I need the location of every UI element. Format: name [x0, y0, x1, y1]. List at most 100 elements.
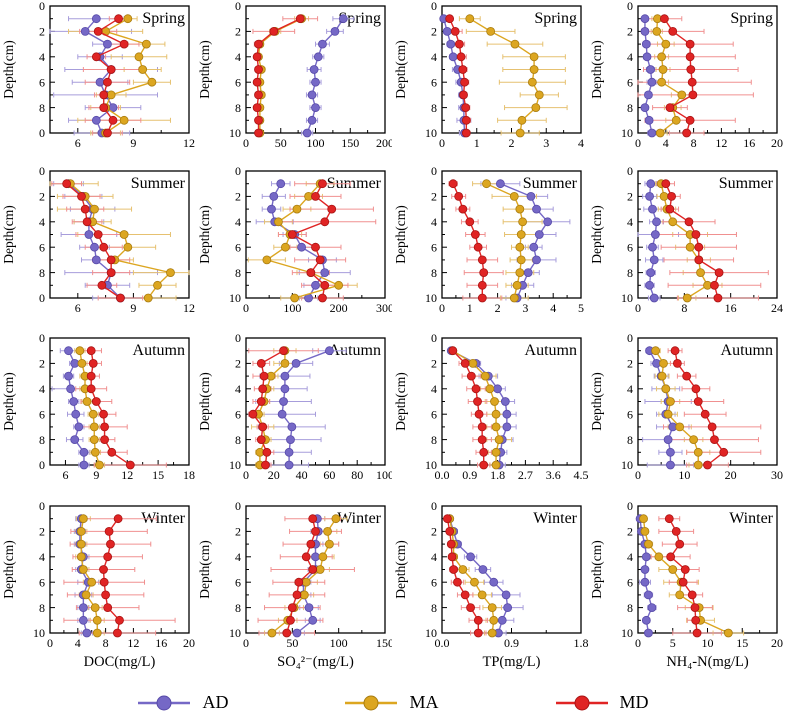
y-tick-label: 10	[229, 126, 241, 140]
x-tick-label: 18	[183, 468, 195, 482]
y-axis-label: Depth(cm)	[589, 540, 604, 598]
x-tick-label: 80	[351, 468, 363, 482]
panel-spring-doc: 0 2 4 6 8 0 6 9 12 Depth(cm) Spring	[1, 0, 195, 150]
y-tick-label: 0	[39, 500, 45, 513]
y-tick-label: 6	[39, 407, 45, 421]
y-tick-label: 4	[39, 550, 45, 564]
x-tick-label: 2.7	[518, 468, 533, 482]
y-tick-label: 0	[627, 165, 633, 178]
y-tick-label: 10	[621, 126, 633, 140]
y-tick-label: 10	[621, 458, 633, 472]
x-tick-label: 20	[771, 636, 783, 650]
x-tick-label: 4	[663, 136, 669, 150]
x-tick-label: 150	[341, 136, 359, 150]
x-tick-label: 6	[75, 301, 81, 315]
y-tick-label: 8	[627, 601, 633, 615]
x-tick-label: 12	[183, 301, 195, 315]
y-tick-label: 4	[627, 50, 633, 64]
y-tick-label: 0	[39, 0, 45, 13]
x-tick-label: 20	[725, 468, 737, 482]
x-tick-label: 0	[635, 636, 641, 650]
panel-title: Winter	[337, 510, 381, 527]
x-tick-label: 40	[296, 468, 308, 482]
x-tick-label: 1	[474, 136, 480, 150]
y-tick-label: 0	[431, 332, 437, 345]
panel-title: Winter	[729, 510, 773, 527]
y-tick-label: 8	[39, 433, 45, 447]
y-axis-label: Depth(cm)	[393, 40, 408, 98]
panel-title: Spring	[534, 10, 577, 27]
y-tick-label: 8	[431, 266, 437, 280]
y-tick-label: 8	[235, 101, 241, 115]
y-tick-label: 4	[235, 50, 241, 64]
x-tick-label: 24	[771, 301, 783, 315]
x-tick-label: 2	[509, 136, 515, 150]
x-tick-label: 0	[243, 636, 249, 650]
y-tick-label: 2	[431, 357, 437, 371]
panel-title: Winter	[141, 510, 185, 527]
y-axis-label: Depth(cm)	[589, 205, 604, 263]
x-tick-label: 4	[75, 636, 81, 650]
x-tick-label: 20	[771, 136, 783, 150]
y-tick-label: 8	[39, 601, 45, 615]
x-axis-label: NH₄-N(mg/L)	[666, 654, 749, 670]
x-tick-label: 150	[376, 636, 392, 650]
y-tick-label: 4	[235, 550, 241, 564]
y-tick-label: 0	[39, 458, 45, 472]
legend: AD MA MD	[0, 685, 785, 720]
x-tick-label: 100	[307, 136, 325, 150]
x-tick-label: 8	[681, 301, 687, 315]
y-tick-label: 6	[627, 575, 633, 589]
x-tick-label: 12	[127, 636, 139, 650]
x-tick-label: 0.9	[462, 468, 477, 482]
y-tick-label: 10	[621, 626, 633, 640]
legend-label-ad: AD	[202, 692, 229, 712]
legend-item-ma: MA	[343, 692, 439, 713]
x-tick-label: 100	[283, 301, 301, 315]
y-tick-label: 0	[235, 165, 241, 178]
y-tick-label: 2	[235, 190, 241, 204]
y-axis-label: Depth(cm)	[1, 40, 16, 98]
x-tick-label: 16	[155, 636, 167, 650]
x-axis-label: TP(mg/L)	[483, 654, 541, 670]
y-tick-label: 2	[39, 25, 45, 39]
legend-item-ad: AD	[136, 692, 228, 713]
y-axis-label: Depth(cm)	[197, 40, 212, 98]
y-tick-label: 2	[627, 190, 633, 204]
legend-marker-ad	[138, 695, 191, 710]
y-tick-label: 6	[627, 407, 633, 421]
panel-title: Spring	[338, 10, 381, 27]
x-tick-label: 10	[678, 468, 690, 482]
y-tick-label: 6	[39, 575, 45, 589]
x-axis-label: DOC(mg/L)	[84, 654, 156, 670]
y-tick-label: 2	[431, 25, 437, 39]
figure-row-winter: 0 2 4 6 8 10 0 4 8 12 16 20 Depth(cm) DOC(mg/L) Winter…	[0, 499, 785, 685]
x-tick-label: 4.5	[574, 468, 589, 482]
legend-label-ma: MA	[409, 692, 439, 712]
x-tick-label: 9	[130, 301, 136, 315]
y-tick-label: 8	[431, 601, 437, 615]
y-tick-label: 0	[39, 291, 45, 305]
figure-grid: 0 2 4 6 8 0 6 9 12 Depth(cm) Spring 0 2 4 6 8 10 0 50 100 15…	[0, 0, 785, 685]
x-tick-label: 8	[103, 636, 109, 650]
y-tick-label: 8	[627, 433, 633, 447]
x-tick-label: 200	[376, 136, 392, 150]
panel-title: Autumn	[329, 342, 381, 359]
y-tick-label: 4	[627, 550, 633, 564]
panel-winter-tp: 0 2 4 6 8 100.0 0.9 1.8 Depth(cm) TP(mg/L) Winter	[393, 499, 589, 670]
y-tick-label: 2	[627, 357, 633, 371]
y-tick-label: 6	[235, 75, 241, 89]
legend-label-md: MD	[619, 692, 649, 712]
y-tick-label: 0	[431, 0, 437, 13]
y-tick-label: 4	[39, 382, 45, 396]
y-tick-label: 4	[431, 215, 437, 229]
x-tick-label: 16	[725, 301, 737, 315]
y-axis-label: Depth(cm)	[1, 372, 16, 430]
x-tick-label: 100	[376, 468, 392, 482]
